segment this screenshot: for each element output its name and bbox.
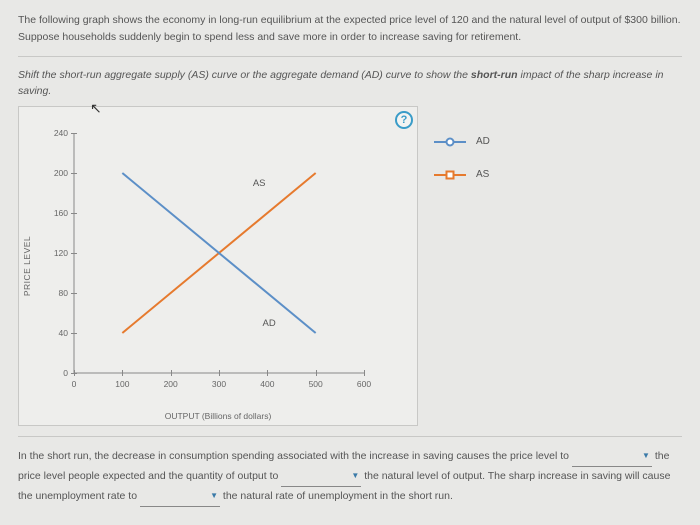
plot-area[interactable]: AS AD 0408012016020024001002003004005006… bbox=[74, 133, 364, 373]
as-label: AS bbox=[253, 178, 266, 189]
legend-as-label: AS bbox=[476, 169, 489, 180]
legend-as-marker-icon bbox=[446, 170, 455, 179]
divider-2 bbox=[18, 436, 682, 437]
legend-ad-line bbox=[434, 141, 466, 143]
legend-ad-marker-icon bbox=[446, 137, 455, 146]
x-axis-label: OUTPUT (Billions of dollars) bbox=[165, 411, 272, 421]
instruction-text: Shift the short-run aggregate supply (AS… bbox=[18, 67, 682, 101]
bq-t4: the natural rate of unemployment in the … bbox=[223, 490, 453, 502]
dropdown-2[interactable] bbox=[281, 467, 361, 487]
chart-panel: ? PRICE LEVEL OUTPUT (Billions of dollar… bbox=[18, 106, 418, 426]
dropdown-3[interactable] bbox=[140, 487, 220, 507]
dropdown-1[interactable] bbox=[572, 447, 652, 467]
legend: AD AS ↖ bbox=[418, 106, 528, 426]
legend-as[interactable]: AS bbox=[434, 169, 528, 180]
instruction-pre: Shift the short-run aggregate supply (AS… bbox=[18, 69, 471, 81]
ad-label: AD bbox=[263, 318, 276, 329]
bq-t1: In the short run, the decrease in consum… bbox=[18, 450, 572, 462]
bottom-question: In the short run, the decrease in consum… bbox=[18, 447, 682, 507]
y-axis-label: PRICE LEVEL bbox=[22, 236, 32, 296]
instruction-bold: short-run bbox=[471, 69, 518, 81]
main-row: ? PRICE LEVEL OUTPUT (Billions of dollar… bbox=[18, 106, 682, 426]
help-button[interactable]: ? bbox=[395, 111, 413, 129]
intro-text: The following graph shows the economy in… bbox=[18, 12, 682, 46]
legend-as-line bbox=[434, 174, 466, 176]
cursor-icon: ↖ bbox=[90, 100, 102, 117]
divider-1 bbox=[18, 56, 682, 57]
legend-ad-label: AD bbox=[476, 136, 490, 147]
legend-ad[interactable]: AD bbox=[434, 136, 528, 147]
